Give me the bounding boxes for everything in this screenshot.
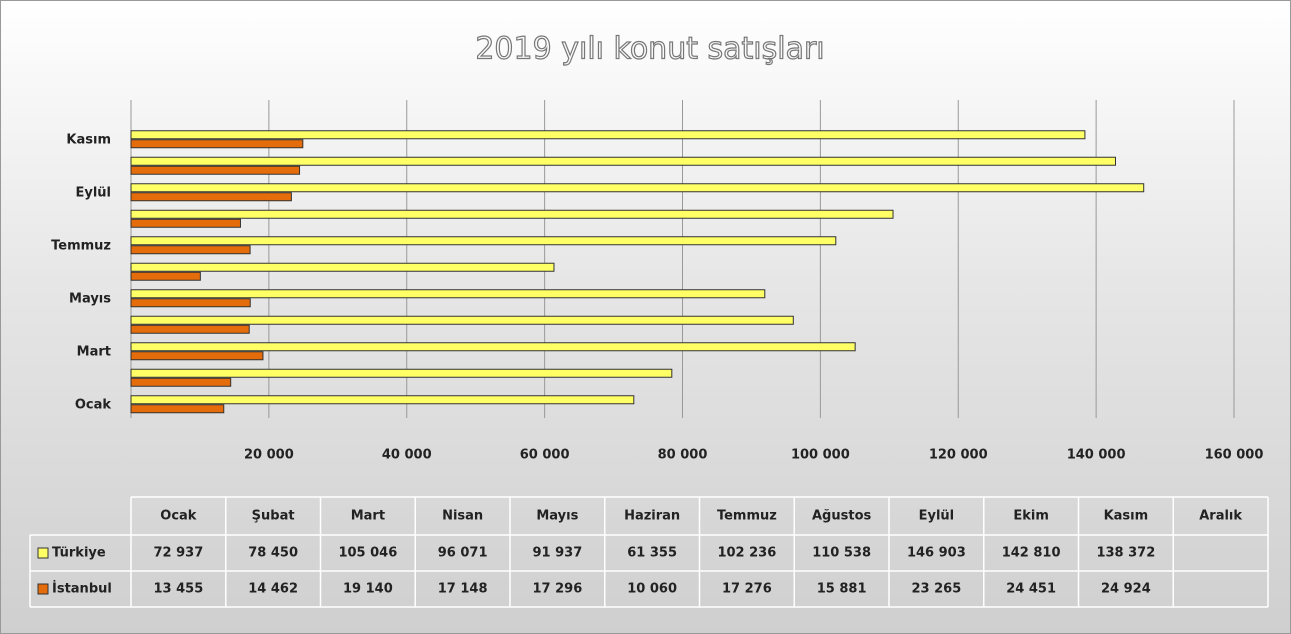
y-tick-label: Eylül xyxy=(75,185,111,200)
bar xyxy=(130,236,837,246)
table-value: 78 450 xyxy=(248,546,298,561)
table-value: 110 538 xyxy=(812,546,871,561)
bar xyxy=(130,404,225,414)
table-header: Ağustos xyxy=(812,509,872,524)
table-header: Ocak xyxy=(160,509,197,524)
bar xyxy=(130,262,555,272)
table-value: 146 903 xyxy=(907,546,966,561)
y-tick-label: Mayıs xyxy=(69,291,111,306)
table-value: 19 140 xyxy=(343,582,393,597)
table-value: 91 937 xyxy=(532,546,582,561)
table-header: Kasım xyxy=(1104,509,1149,524)
table-value: 10 060 xyxy=(627,582,677,597)
table-value: 142 810 xyxy=(1002,546,1061,561)
table-header: Nisan xyxy=(442,509,483,524)
y-tick-label: Temmuz xyxy=(51,238,111,253)
table-value: 17 148 xyxy=(438,582,488,597)
legend-label: İstanbul xyxy=(52,581,112,597)
bar xyxy=(130,315,794,325)
table-header: Haziran xyxy=(624,509,680,524)
table-value: 24 451 xyxy=(1006,582,1056,597)
bar xyxy=(130,183,1145,193)
bar xyxy=(130,298,251,308)
legend-key xyxy=(37,583,49,595)
table-header: Temmuz xyxy=(717,509,777,524)
table-header: Ekim xyxy=(1013,509,1049,524)
table-header: Eylül xyxy=(919,509,955,524)
y-tick-label: Ocak xyxy=(75,397,112,412)
table-header: Mayıs xyxy=(536,509,578,524)
bar xyxy=(130,165,301,175)
bar xyxy=(130,192,292,202)
table-value: 14 462 xyxy=(248,582,298,597)
table-value: 105 046 xyxy=(338,546,397,561)
bar xyxy=(130,209,894,219)
table-value: 24 924 xyxy=(1101,582,1151,597)
bar xyxy=(130,271,201,281)
chart-title: 2019 yılı konut satışları xyxy=(475,32,824,67)
table-value: 17 276 xyxy=(722,582,772,597)
bar xyxy=(130,289,766,299)
table-value: 96 071 xyxy=(438,546,488,561)
y-tick-label: Kasım xyxy=(66,132,111,147)
x-tick-label: 120 000 xyxy=(929,448,988,463)
table-value: 15 881 xyxy=(817,582,867,597)
table-value: 102 236 xyxy=(717,546,776,561)
x-tick-label: 40 000 xyxy=(382,448,432,463)
bar xyxy=(130,342,856,352)
x-tick-label: 160 000 xyxy=(1205,448,1264,463)
bar xyxy=(130,324,250,334)
x-tick-label: 140 000 xyxy=(1067,448,1126,463)
table-value: 23 265 xyxy=(911,582,961,597)
bar xyxy=(130,351,264,361)
table-header: Mart xyxy=(351,509,385,524)
bar xyxy=(130,377,232,387)
bar xyxy=(130,130,1086,140)
table-value: 138 372 xyxy=(1096,546,1155,561)
table-value: 13 455 xyxy=(153,582,203,597)
bar xyxy=(130,245,251,255)
x-tick-label: 60 000 xyxy=(520,448,570,463)
bar xyxy=(130,218,241,228)
bar xyxy=(130,139,304,149)
bar xyxy=(130,368,673,378)
legend-key xyxy=(37,547,49,559)
x-tick-label: 20 000 xyxy=(244,448,294,463)
table-value: 72 937 xyxy=(153,546,203,561)
x-tick-label: 100 000 xyxy=(791,448,850,463)
x-tick-label: 80 000 xyxy=(658,448,708,463)
y-tick-label: Mart xyxy=(77,344,111,359)
legend-label: Türkiye xyxy=(52,546,106,561)
bar xyxy=(130,156,1116,166)
table-value: 61 355 xyxy=(627,546,677,561)
table-header: Şubat xyxy=(252,509,295,524)
table-header: Aralık xyxy=(1199,509,1242,524)
bar xyxy=(130,395,635,405)
table-value: 17 296 xyxy=(532,582,582,597)
